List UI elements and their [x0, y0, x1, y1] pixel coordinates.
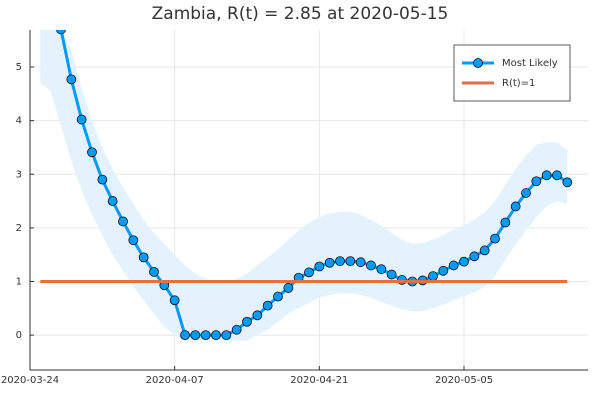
point	[541, 170, 552, 181]
y-tick-label: 4	[16, 116, 22, 127]
point	[138, 252, 149, 263]
point	[428, 271, 438, 282]
axis	[29, 30, 588, 371]
point	[562, 177, 573, 188]
legend-marker	[473, 58, 483, 68]
point	[510, 201, 521, 212]
point	[283, 283, 294, 293]
point	[66, 74, 77, 85]
point	[366, 260, 376, 271]
x-tick-label: 2020-04-07	[146, 375, 204, 386]
point	[500, 217, 511, 228]
point	[345, 256, 356, 267]
point	[324, 257, 335, 268]
y-tick-label: 5	[16, 62, 22, 73]
point	[262, 300, 273, 311]
point	[190, 330, 201, 341]
point	[490, 233, 500, 244]
point	[211, 330, 221, 341]
plot-area	[40, 0, 573, 341]
point	[304, 267, 314, 278]
y-tick-label: 2	[16, 223, 22, 234]
chart-title: Zambia, R(t) = 2.85 at 2020-05-15	[152, 4, 449, 24]
y-tick-label: 3	[16, 169, 22, 180]
x-tick-label: 2020-05-05	[435, 375, 493, 386]
point	[180, 330, 190, 341]
point	[252, 310, 263, 321]
point	[87, 147, 97, 158]
point	[521, 188, 531, 198]
point	[128, 235, 139, 246]
point	[335, 256, 345, 267]
point	[355, 257, 366, 268]
point	[376, 264, 387, 275]
legend-box	[453, 44, 571, 102]
legend-label: Most Likely	[502, 58, 558, 69]
x-tick-label: 2020-04-21	[290, 375, 348, 386]
point	[386, 269, 397, 280]
x-tick-label: 2020-03-24	[1, 375, 59, 386]
point	[459, 256, 469, 267]
y-tick-label: 0	[16, 330, 22, 341]
point	[107, 196, 118, 206]
point	[479, 245, 490, 256]
point	[56, 30, 66, 35]
point	[438, 265, 449, 276]
point	[314, 261, 325, 272]
series-line	[59, 30, 569, 337]
legend-label: R(t)=1	[502, 78, 535, 89]
point	[552, 170, 562, 181]
point	[469, 251, 480, 262]
point	[448, 260, 459, 271]
point	[118, 216, 128, 227]
confidence-band	[40, 30, 568, 341]
point	[200, 330, 211, 341]
point	[273, 291, 283, 302]
point	[46, 0, 55, 2]
point	[97, 174, 108, 185]
point	[397, 275, 407, 285]
point	[531, 176, 542, 187]
point	[231, 324, 242, 335]
y-tick-label: 1	[16, 277, 22, 288]
point	[242, 316, 252, 327]
point	[221, 330, 232, 341]
point	[169, 295, 180, 306]
point	[76, 114, 87, 125]
point	[149, 266, 159, 277]
